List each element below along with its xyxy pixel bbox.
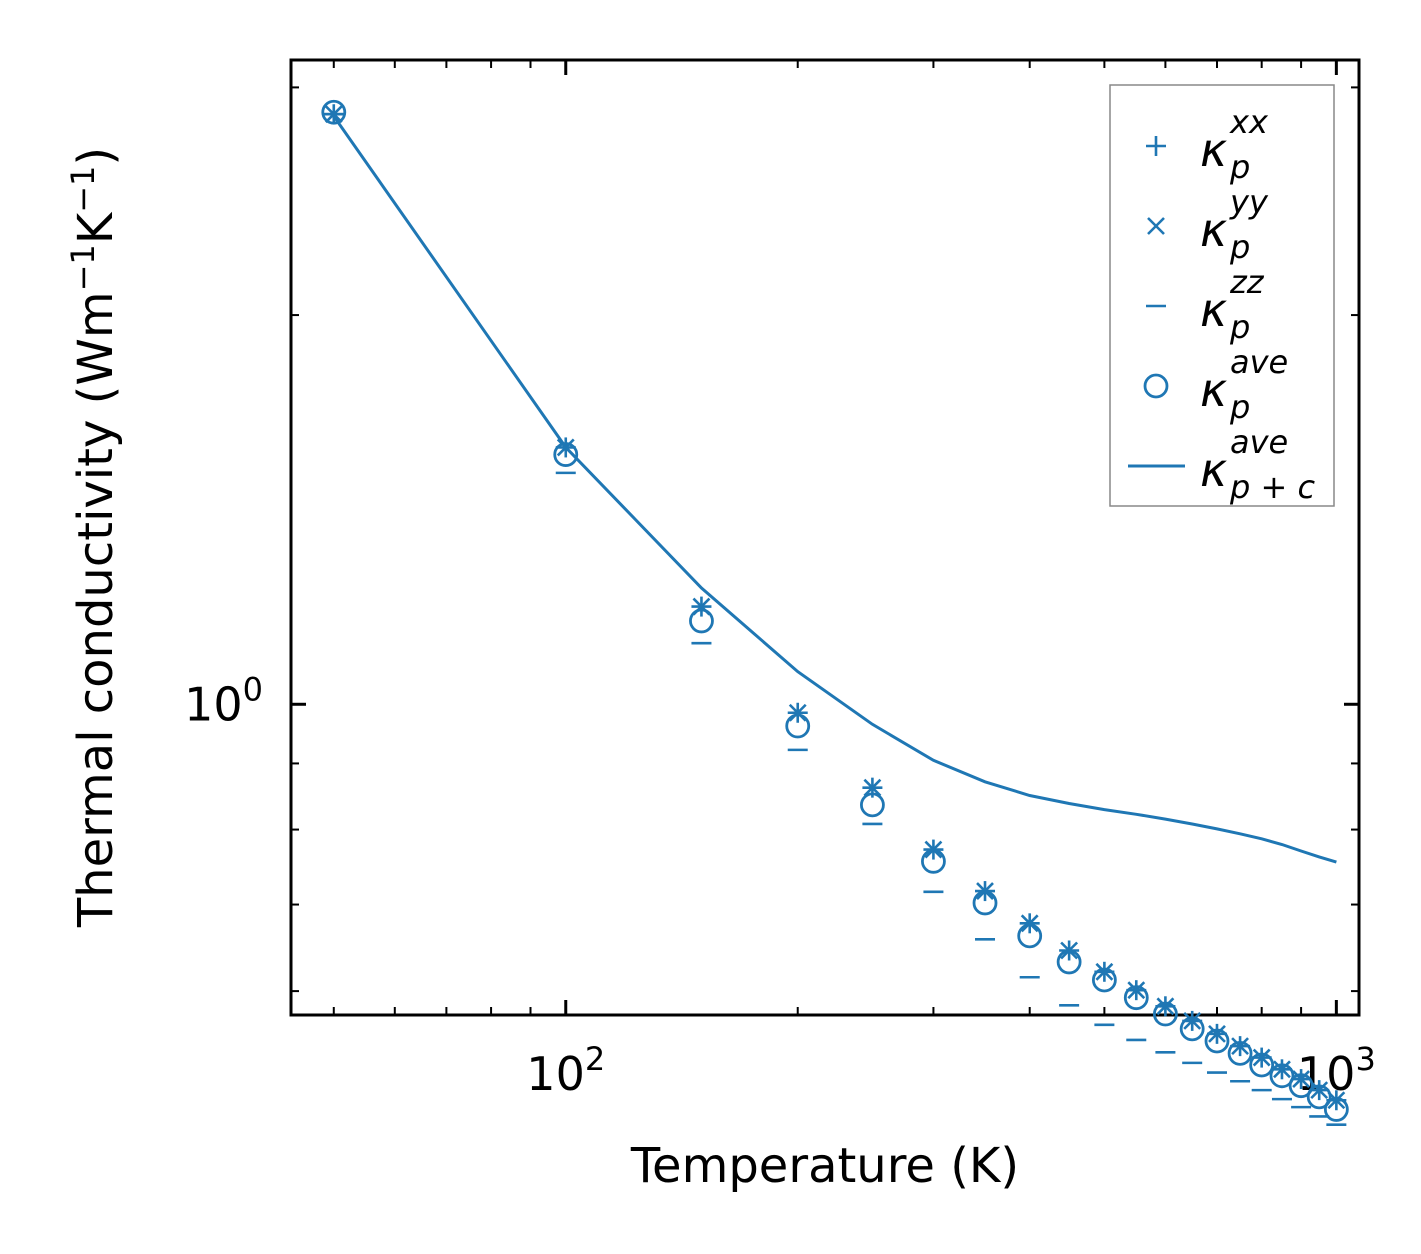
data-point <box>1252 1048 1271 1067</box>
series-kappa_p_zz <box>323 112 1347 1126</box>
data-point <box>860 792 885 818</box>
y-axis-label: Thermal conductivity (Wm−1K−1) <box>64 147 124 928</box>
legend-subscript: p + c <box>1229 468 1315 506</box>
data-point <box>1288 1073 1314 1099</box>
data-point <box>1152 1001 1178 1027</box>
series-kappa_p_ave <box>321 99 1349 1122</box>
data-point <box>1179 1016 1205 1042</box>
legend-entry: κyy p <box>1147 183 1269 266</box>
legend-box <box>1109 84 1335 507</box>
legend-kappa: κ <box>1200 363 1227 417</box>
legend-marker <box>1143 373 1169 399</box>
data-point <box>1208 1024 1226 1043</box>
x-axis-label: Temperature (K) <box>630 1138 1019 1194</box>
data-point <box>1156 997 1175 1016</box>
legend-superscript: yy <box>1229 183 1269 221</box>
series-line <box>332 115 1337 864</box>
data-point <box>1269 1063 1295 1089</box>
legend-kappa: κ <box>1200 443 1227 497</box>
data-point <box>1292 1070 1311 1088</box>
data-point <box>1227 1040 1253 1066</box>
legend-superscript: zz <box>1229 263 1265 301</box>
data-point <box>1020 914 1039 933</box>
data-point <box>553 442 579 467</box>
data-point <box>689 608 714 634</box>
data-point <box>1249 1052 1275 1078</box>
series-kappa_pc_ave <box>332 115 1337 864</box>
series-kappa_p_yy <box>324 105 1346 1110</box>
legend-subscript: p <box>1229 388 1250 426</box>
plot-frame <box>289 58 1361 1017</box>
data-point <box>863 778 882 797</box>
legend-kappa: κ <box>1200 203 1227 257</box>
data-point <box>1204 1028 1230 1054</box>
legend-kappa: κ <box>1200 283 1227 337</box>
legend-kappa: κ <box>1200 123 1227 177</box>
legend-entry: κzz p <box>1146 263 1265 346</box>
x-tick-label: 102 <box>526 1040 605 1101</box>
data-point <box>785 713 811 739</box>
data-point <box>1306 1084 1332 1110</box>
data-series <box>321 99 1349 1126</box>
legend-superscript: xx <box>1229 103 1269 141</box>
legend-entry: κxx p <box>1146 103 1269 186</box>
legend-subscript: p <box>1229 308 1250 346</box>
data-point <box>321 99 347 125</box>
data-point <box>788 703 807 722</box>
data-point <box>921 848 946 874</box>
legend-marker <box>1146 136 1166 156</box>
legend-superscript: ave <box>1230 423 1288 461</box>
data-point <box>1056 949 1082 975</box>
data-point <box>1123 985 1149 1011</box>
legend-superscript: ave <box>1230 343 1288 381</box>
data-point <box>1127 981 1146 1000</box>
legend-subscript: p <box>1229 148 1250 186</box>
data-point <box>1183 1011 1202 1030</box>
data-point <box>1310 1081 1329 1100</box>
data-point <box>1323 1097 1349 1122</box>
y-tick-label: 100 <box>184 670 263 731</box>
data-point <box>1273 1060 1291 1079</box>
legend-subscript: p <box>1229 228 1250 266</box>
data-point <box>1017 923 1043 949</box>
data-point <box>1095 962 1114 981</box>
data-point <box>1231 1037 1249 1056</box>
legend-marker <box>1147 217 1165 235</box>
data-point <box>1091 967 1117 993</box>
data-point <box>972 890 998 916</box>
